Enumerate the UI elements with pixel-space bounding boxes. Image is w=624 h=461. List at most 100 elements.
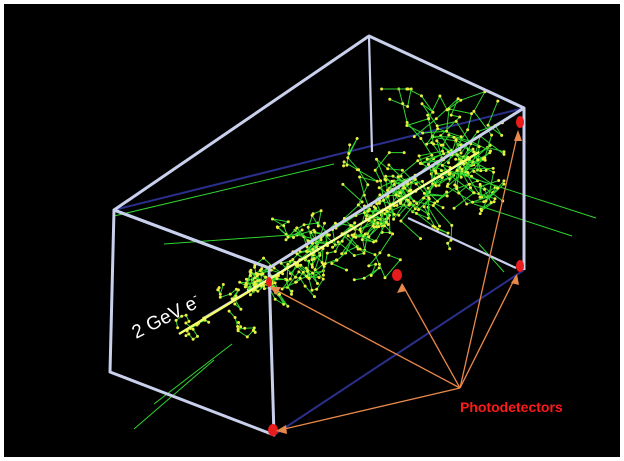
shower-hit	[244, 282, 248, 286]
shower-hit	[345, 268, 348, 272]
shower-hit	[445, 194, 449, 198]
shower-hit	[439, 169, 443, 173]
shower-hit	[243, 285, 247, 289]
shower-hit	[459, 135, 463, 139]
shower-hit	[254, 272, 258, 275]
shower-hit	[448, 247, 452, 251]
shower-hit	[340, 239, 344, 243]
shower-hit	[218, 292, 222, 296]
shower-hit	[412, 199, 416, 203]
shower-hit	[375, 179, 379, 183]
shower-hit	[218, 295, 222, 299]
shower-hit	[352, 235, 356, 239]
shower-hit	[307, 276, 311, 280]
shower-hit	[450, 223, 454, 227]
shower-hit	[502, 150, 506, 154]
shower-hit	[433, 201, 437, 205]
shower-hit	[472, 191, 476, 195]
shower-hit	[249, 271, 253, 275]
shower-hit	[300, 228, 304, 232]
photodetector-right	[516, 260, 524, 272]
shower-hit	[335, 258, 339, 262]
shower-hit	[447, 161, 450, 165]
shower-hit	[390, 179, 394, 183]
shower-hit	[454, 157, 458, 161]
shower-hit	[310, 258, 314, 262]
shower-hit	[396, 175, 400, 179]
shower-hit	[331, 245, 335, 249]
shower-hit	[366, 209, 370, 213]
shower-hit	[303, 284, 307, 288]
shower-hit	[369, 274, 373, 277]
shower-hit	[403, 186, 407, 190]
shower-hit	[416, 159, 420, 163]
shower-hit	[469, 186, 472, 190]
shower-hit	[427, 162, 430, 166]
shower-hit	[310, 213, 314, 217]
shower-hit	[497, 179, 501, 182]
shower-hit	[502, 182, 506, 186]
shower-hit	[459, 98, 463, 102]
shower-hit	[440, 176, 444, 180]
shower-core	[178, 150, 480, 336]
shower-hit	[478, 195, 482, 199]
shower-hit	[184, 313, 188, 317]
shower-hit	[454, 138, 458, 142]
shower-hit	[406, 182, 410, 186]
shower-hit	[367, 235, 371, 239]
shower-hit	[427, 197, 431, 201]
shower-hit	[248, 274, 252, 277]
shower-hit	[431, 204, 435, 207]
shower-hit	[422, 205, 426, 209]
shower-hit	[459, 151, 463, 155]
shower-hit	[360, 200, 364, 204]
box-front-edges	[108, 34, 526, 437]
shower-hit	[286, 262, 290, 266]
shower-hit	[294, 280, 298, 284]
shower-hit	[496, 186, 500, 190]
shower-hit	[392, 212, 396, 216]
shower-hit	[357, 168, 361, 172]
shower-hit	[490, 133, 494, 137]
shower-hit	[262, 283, 265, 287]
shower-hit	[426, 216, 430, 220]
shower-hit	[454, 119, 458, 123]
shower-hit	[421, 131, 425, 135]
shower-hit	[342, 164, 346, 168]
shower-hit	[282, 224, 286, 228]
shower-hit	[377, 225, 381, 229]
shower-hit	[378, 193, 382, 197]
shower-hit	[392, 183, 396, 186]
shower-hit	[191, 327, 195, 331]
shower-hit	[243, 326, 247, 330]
shower-hit	[447, 107, 451, 111]
shower-hit	[333, 250, 337, 253]
shower-hit	[483, 187, 486, 191]
shower-hit	[470, 174, 473, 178]
shower-hit	[256, 289, 260, 293]
shower-hit	[492, 170, 496, 174]
shower-hit	[302, 223, 306, 227]
shower-hit	[458, 115, 462, 119]
shower-hit	[372, 205, 376, 209]
shower-hit	[322, 264, 326, 268]
shower-hit	[434, 184, 438, 188]
shower-hit	[311, 271, 315, 275]
shower-hit	[441, 149, 444, 153]
photodetector-front-left	[266, 277, 272, 287]
shower-hit	[466, 128, 470, 132]
shower-hit	[442, 152, 446, 156]
shower-hit	[305, 274, 309, 278]
shower-hit	[466, 171, 470, 174]
shower-hit	[446, 231, 450, 235]
shower-hit	[425, 157, 429, 161]
shower-hit	[471, 200, 475, 204]
shower-hit	[372, 240, 376, 244]
shower-hit	[273, 281, 277, 285]
shower-hit	[488, 151, 492, 155]
shower-hit	[299, 263, 303, 267]
shower-hit	[239, 325, 243, 329]
shower-hit	[362, 251, 366, 255]
shower-hit	[386, 167, 390, 171]
shower-hit	[273, 297, 277, 301]
